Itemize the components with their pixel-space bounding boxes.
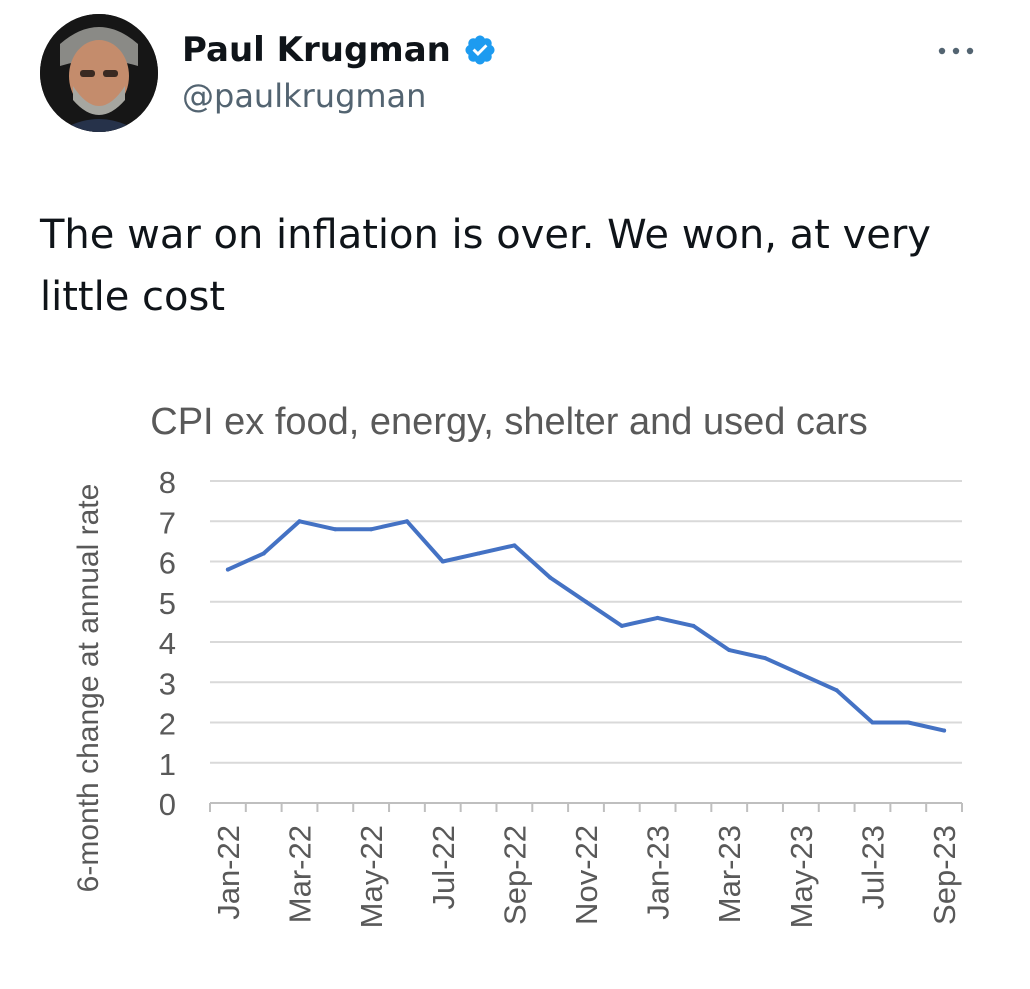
data-point — [727, 648, 732, 653]
y-axis-label: 6-month change at annual rate — [72, 484, 105, 893]
data-point — [942, 728, 947, 733]
y-tick-label: 8 — [159, 465, 176, 500]
data-point — [798, 672, 803, 677]
data-point — [333, 527, 338, 532]
x-tick-label: Mar-22 — [283, 825, 318, 923]
y-tick-label: 1 — [159, 747, 176, 782]
x-tick-label: Sep-23 — [927, 825, 962, 925]
data-point — [476, 551, 481, 556]
y-tick-label: 7 — [159, 505, 176, 540]
x-tick-label: Jan-22 — [211, 825, 246, 920]
x-tick-label: Sep-22 — [497, 825, 532, 925]
x-tick-label: Jul-23 — [855, 825, 890, 909]
author-name[interactable]: Paul Krugman — [182, 30, 451, 70]
data-point — [261, 551, 266, 556]
data-point — [297, 519, 302, 524]
data-point — [548, 575, 553, 580]
data-point — [655, 615, 660, 620]
data-point — [763, 656, 768, 661]
data-point — [512, 543, 517, 548]
data-point — [906, 720, 911, 725]
data-point — [834, 688, 839, 693]
x-tick-label: May-22 — [354, 825, 389, 928]
y-tick-label: 2 — [159, 707, 176, 742]
x-tick-label: Jul-22 — [426, 825, 461, 909]
avatar[interactable] — [40, 14, 158, 132]
y-tick-label: 5 — [159, 586, 176, 621]
chart-title: CPI ex food, energy, shelter and used ca… — [150, 401, 867, 443]
data-point — [619, 623, 624, 628]
data-point — [404, 519, 409, 524]
data-point — [369, 527, 374, 532]
data-point — [225, 567, 230, 572]
data-point — [870, 720, 875, 725]
data-point — [440, 559, 445, 564]
line-chart: CPI ex food, energy, shelter and used ca… — [72, 401, 963, 928]
x-tick-label: May-23 — [784, 825, 819, 928]
y-tick-label: 0 — [159, 787, 176, 822]
series-line — [225, 519, 947, 733]
chart-image[interactable]: CPI ex food, energy, shelter and used ca… — [0, 390, 1030, 984]
author-handle[interactable]: @paulkrugman — [182, 77, 427, 115]
tweet-text: The war on inflation is over. We won, at… — [40, 212, 931, 320]
x-tick-label: Mar-23 — [712, 825, 747, 923]
y-tick-label: 3 — [159, 666, 176, 701]
y-tick-label: 4 — [159, 626, 176, 661]
verified-badge-icon — [463, 33, 497, 67]
tweet-header: Paul Krugman @paulkrugman — [40, 14, 1000, 134]
data-point — [584, 599, 588, 604]
more-options-icon[interactable] — [934, 36, 978, 66]
y-tick-label: 6 — [159, 546, 176, 581]
data-point — [691, 623, 696, 628]
x-tick-label: Nov-22 — [569, 825, 604, 925]
x-tick-label: Jan-23 — [641, 825, 676, 920]
